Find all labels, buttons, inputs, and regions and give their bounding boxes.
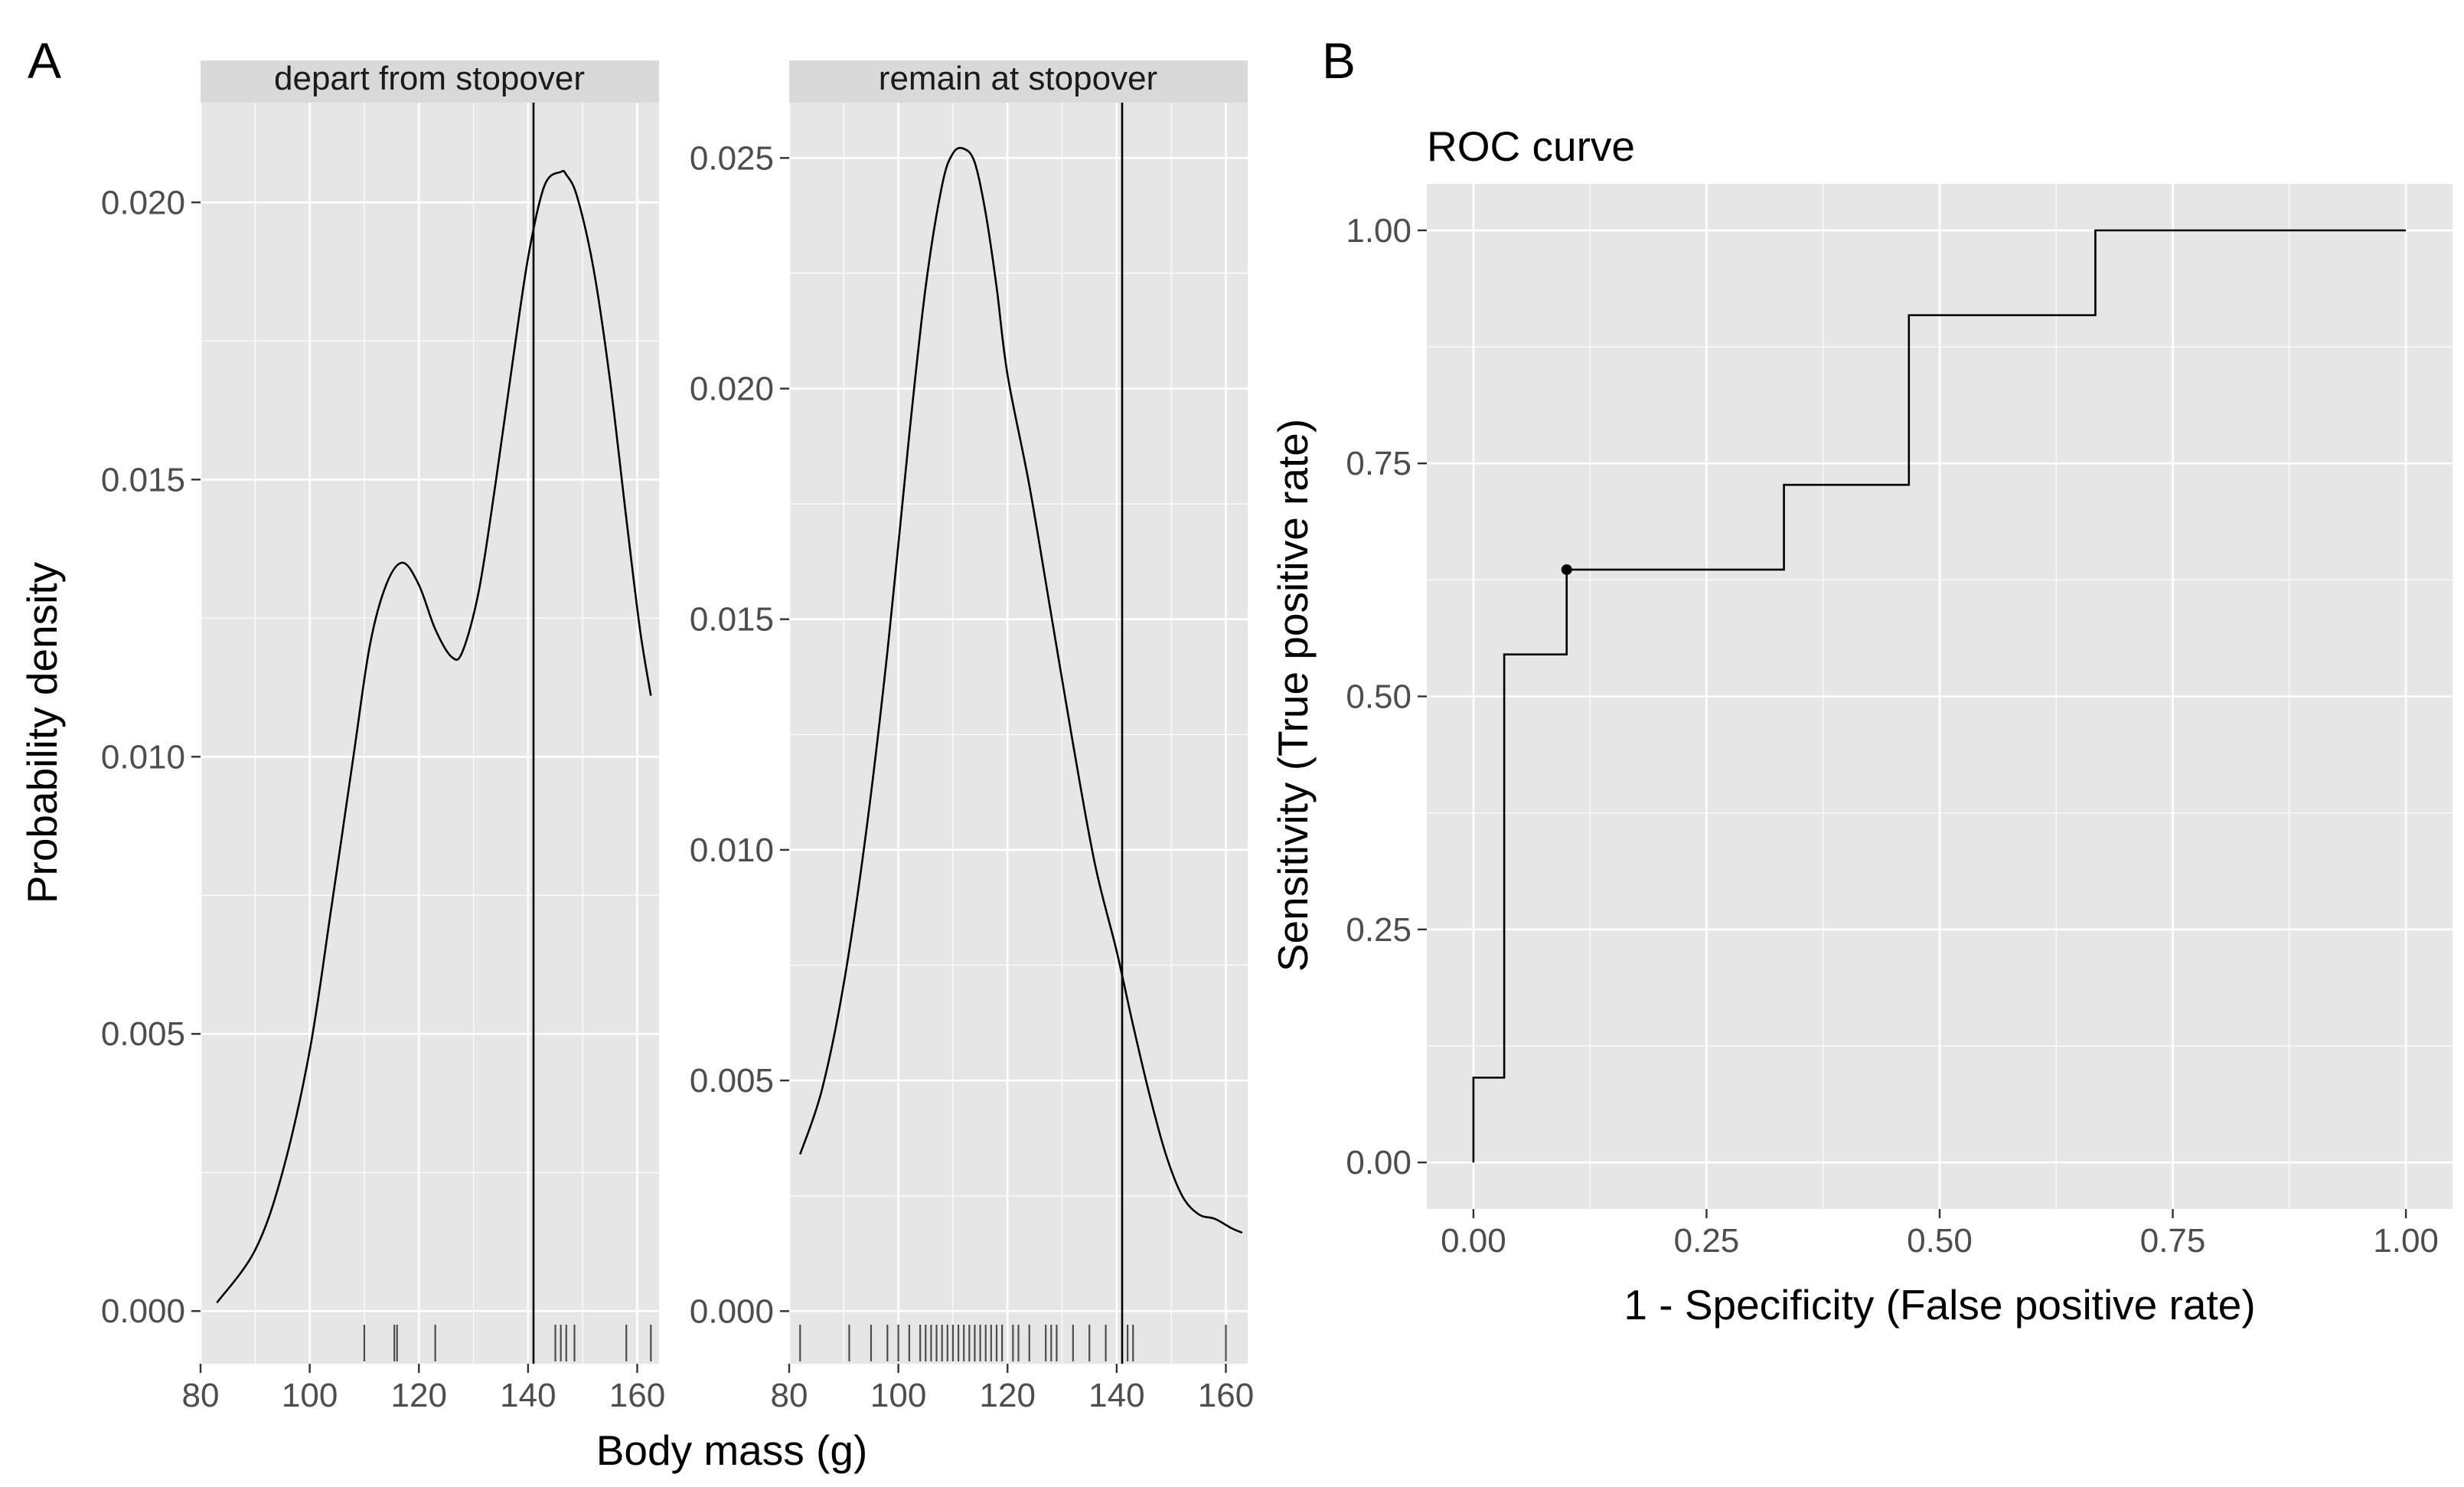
x-tick-label-depart-2: 120 <box>391 1377 447 1414</box>
density-curve-remain <box>799 146 1243 1234</box>
y-axis-title-a: Probability density <box>18 561 66 904</box>
plot-area-depart <box>201 103 659 1364</box>
x-axis-title-roc: 1 - Specificity (False positive rate) <box>1624 1281 2255 1328</box>
grid-depart <box>199 103 659 1364</box>
x-tick-label-depart-4: 160 <box>609 1377 665 1414</box>
x-tick-label-remain-1: 100 <box>870 1377 926 1414</box>
x-axis-title-a: Body mass (g) <box>596 1427 868 1474</box>
panel-b-tag: B <box>1322 32 1356 89</box>
x-tick-label-remain-3: 140 <box>1088 1377 1144 1414</box>
x-tick-label-depart-3: 140 <box>500 1377 556 1414</box>
x-tick-label-roc-0: 0.00 <box>1441 1222 1506 1260</box>
y-tick-label-remain-5: 0.025 <box>690 139 774 177</box>
axes-depart: 80 100 120 140 160 0.000 0.005 0.010 0.015 0.020 <box>101 184 665 1414</box>
roc-title: ROC curve <box>1427 123 1635 170</box>
density-panel-remain: remain at stopover 80 100 120 140 160 0.000 0.… <box>690 60 1254 1414</box>
x-tick-label-roc-3: 0.75 <box>2140 1222 2206 1260</box>
density-curve-depart <box>216 169 652 1304</box>
strip-depart <box>201 60 659 103</box>
y-tick-label-depart-2: 0.010 <box>101 738 185 776</box>
x-tick-label-remain-4: 160 <box>1198 1377 1254 1414</box>
strip-label-remain: remain at stopover <box>879 60 1157 97</box>
grid-remain <box>788 103 1248 1364</box>
x-tick-label-roc-4: 1.00 <box>2373 1222 2439 1260</box>
x-tick-label-depart-1: 100 <box>282 1377 338 1414</box>
strip-remain <box>789 60 1248 103</box>
y-tick-label-roc-0: 0.00 <box>1346 1144 1411 1181</box>
axes-roc: 0.00 0.25 0.50 0.75 1.00 0.00 0.25 0.50 0.75 1.00 <box>1346 212 2439 1260</box>
y-tick-label-depart-1: 0.005 <box>101 1015 185 1053</box>
y-tick-label-depart-3: 0.015 <box>101 461 185 498</box>
marks-depart <box>216 103 652 1364</box>
marks-roc <box>1472 229 2407 1163</box>
y-tick-label-depart-0: 0.000 <box>101 1293 185 1330</box>
y-tick-label-roc-3: 0.75 <box>1346 445 1411 482</box>
roc-panel: ROC curve 0.00 0.25 0.50 0.75 1.000.000.250.… <box>1269 123 2453 1328</box>
marks-remain <box>799 103 1243 1364</box>
roc-optimal-point <box>1561 564 1572 575</box>
x-tick-label-roc-1: 0.25 <box>1674 1222 1740 1260</box>
y-tick-label-remain-2: 0.010 <box>690 832 774 869</box>
strip-label-depart: depart from stopover <box>274 60 585 97</box>
roc-curve-line <box>1472 229 2407 1163</box>
y-tick-label-depart-4: 0.020 <box>101 184 185 221</box>
y-tick-label-remain-0: 0.000 <box>690 1293 774 1330</box>
plot-area-remain <box>789 103 1248 1364</box>
panel-a-tag: A <box>28 32 61 89</box>
x-tick-label-roc-2: 0.50 <box>1907 1222 1973 1260</box>
x-tick-label-remain-2: 120 <box>980 1377 1036 1414</box>
y-tick-label-roc-1: 0.25 <box>1346 911 1411 949</box>
x-tick-label-remain-0: 80 <box>771 1377 808 1414</box>
axes-remain: 80 100 120 140 160 0.000 0.005 0.010 0.015 0.020 0… <box>690 139 1254 1414</box>
x-tick-label-depart-0: 80 <box>182 1377 220 1414</box>
y-axis-title-roc: Sensitivity (True positive rate) <box>1269 419 1317 972</box>
y-tick-label-remain-1: 0.005 <box>690 1062 774 1100</box>
density-panel-depart: depart from stopover 80 100 120 140 160 0.000… <box>101 60 665 1414</box>
y-tick-label-remain-4: 0.020 <box>690 370 774 407</box>
y-tick-label-remain-3: 0.015 <box>690 601 774 639</box>
y-tick-label-roc-2: 0.50 <box>1346 678 1411 716</box>
grid-roc <box>1427 184 2453 1209</box>
y-tick-label-roc-4: 1.00 <box>1346 212 1411 250</box>
